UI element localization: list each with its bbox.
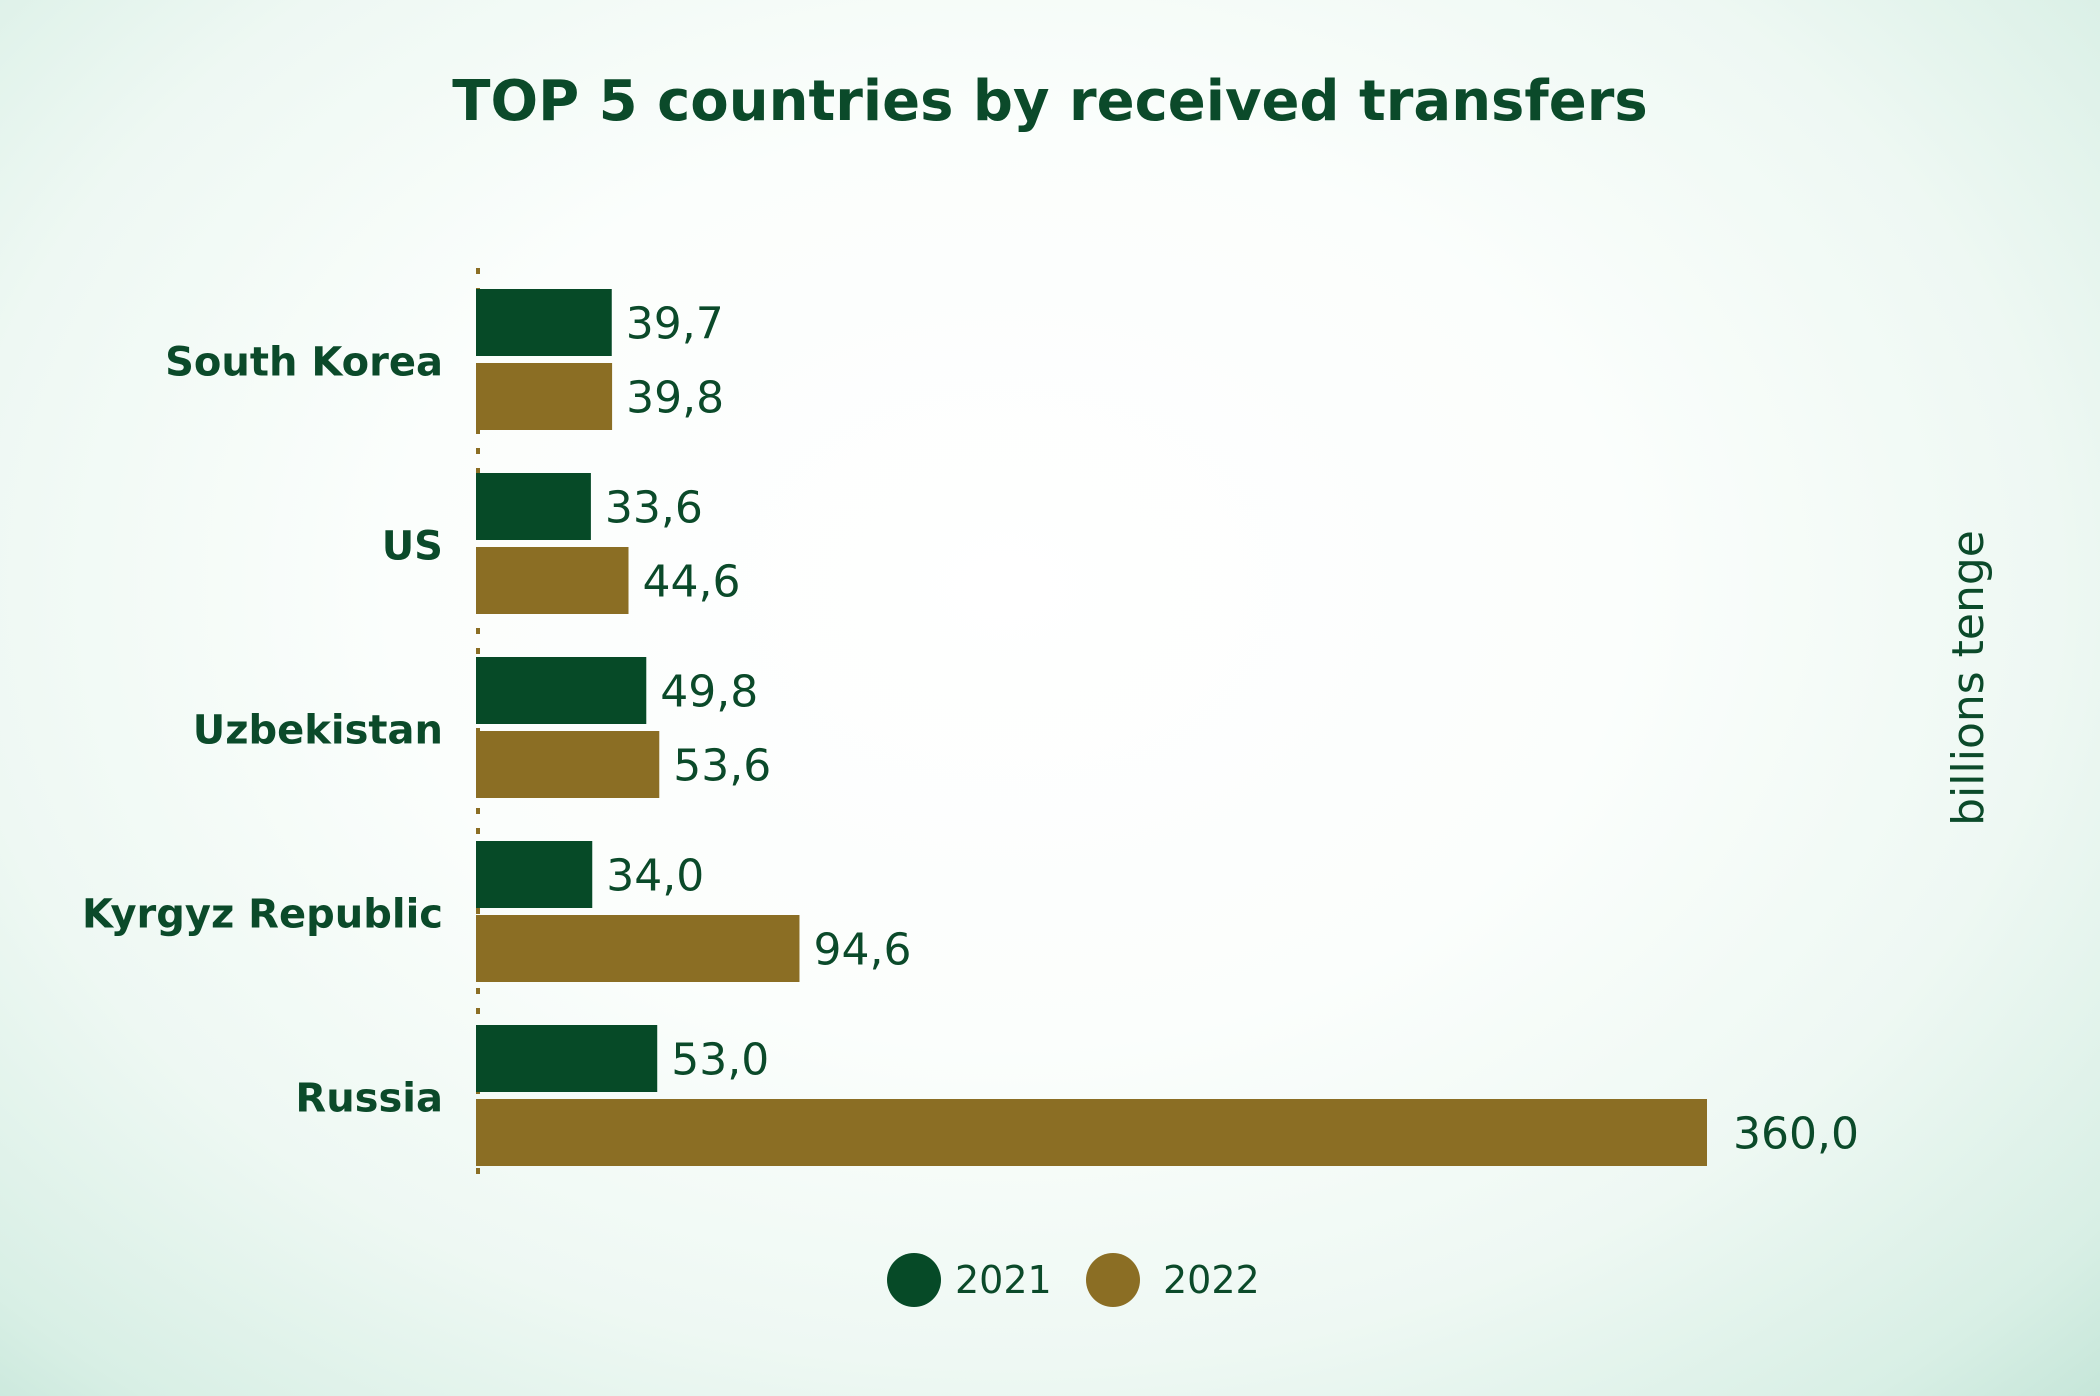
legend-label-2022: 2022 <box>1163 1258 1260 1302</box>
bars-layer <box>476 289 1707 1166</box>
data-label-us-2021: 33,6 <box>605 483 703 534</box>
labels-layer: South Korea 39,7 39,8 US 33,6 44,6 Uzbekistan 4… <box>82 299 1859 1160</box>
data-label-uzbekistan-2022: 53,6 <box>673 741 771 792</box>
bar-us-2022 <box>476 547 629 614</box>
bar-us-2021 <box>476 473 591 540</box>
bar-uzbekistan-2022 <box>476 731 660 798</box>
chart-title: TOP 5 countries by received transfers <box>452 69 1647 134</box>
legend-swatch-2021 <box>887 1253 941 1307</box>
category-label-us: US <box>382 524 443 570</box>
legend: 2021 2022 <box>887 1253 1260 1307</box>
data-label-south-korea-2021: 39,7 <box>626 299 724 350</box>
data-label-russia-2021: 53,0 <box>671 1035 769 1086</box>
category-label-south-korea: South Korea <box>165 340 443 386</box>
unit-axis-label: billions tenge <box>1943 530 1994 826</box>
bar-russia-2021 <box>476 1025 658 1092</box>
category-label-uzbekistan: Uzbekistan <box>193 708 443 754</box>
data-label-kyrgyz-republic-2021: 34,0 <box>606 851 704 902</box>
data-label-us-2022: 44,6 <box>643 557 741 608</box>
data-label-russia-2022: 360,0 <box>1733 1109 1859 1160</box>
bar-russia-2022 <box>476 1099 1707 1166</box>
legend-label-2021: 2021 <box>955 1258 1052 1302</box>
bar-south-korea-2022 <box>476 363 613 430</box>
data-label-uzbekistan-2021: 49,8 <box>660 667 758 718</box>
bar-kyrgyz-republic-2021 <box>476 841 593 908</box>
bar-kyrgyz-republic-2022 <box>476 915 800 982</box>
bar-south-korea-2021 <box>476 289 612 356</box>
category-label-kyrgyz-republic: Kyrgyz Republic <box>82 892 443 938</box>
data-label-south-korea-2022: 39,8 <box>626 373 724 424</box>
legend-swatch-2022 <box>1086 1253 1140 1307</box>
category-label-russia: Russia <box>295 1076 443 1122</box>
bar-uzbekistan-2021 <box>476 657 647 724</box>
data-label-kyrgyz-republic-2022: 94,6 <box>813 925 911 976</box>
